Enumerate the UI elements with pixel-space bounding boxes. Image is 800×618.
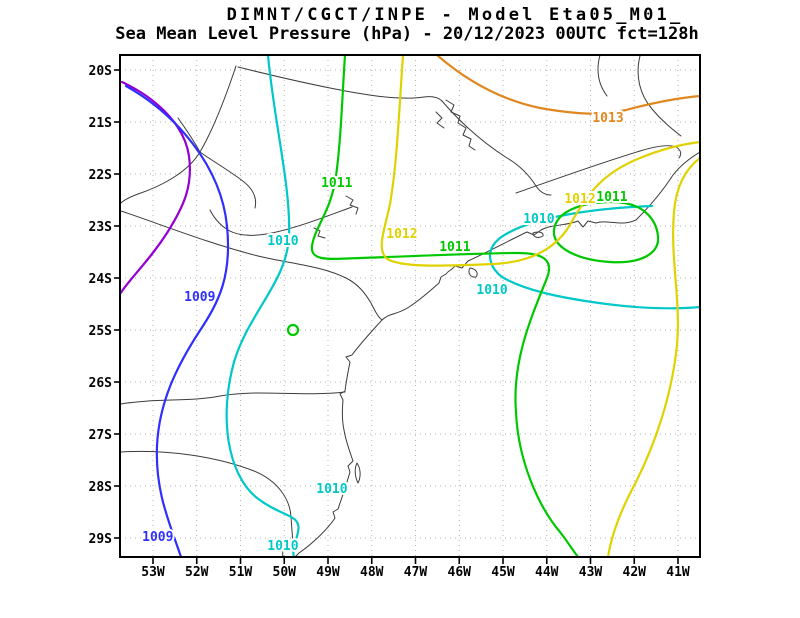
river-tributary-1 [199, 151, 257, 209]
border-pr-sc [120, 391, 346, 405]
lat-axis-label: 26S [89, 376, 113, 391]
lon-axis-label: 51W [229, 565, 253, 580]
lon-axis-label: 43W [579, 565, 603, 580]
isobar-1011-main [310, 55, 580, 557]
coastline [294, 151, 700, 557]
isobar-label-1010: 1010 [267, 234, 298, 249]
river-tiete [209, 206, 353, 236]
river-parana [120, 65, 237, 204]
reservoir-2 [435, 111, 445, 129]
isobar-label-1011: 1011 [596, 190, 627, 205]
isobar-1011-small-closed [286, 323, 300, 337]
isobar-label-1012: 1012 [564, 192, 595, 207]
lat-axis-label: 27S [89, 428, 113, 443]
chart-title-line2: Sea Mean Level Pressure (hPa) - 20/12/20… [115, 24, 698, 44]
border-sc-rs [120, 450, 295, 557]
lat-axis-label: 29S [89, 532, 113, 547]
axis-layer: 53W 52W 51W 50W 49W 48W 47W 46W 45W 44W 43W 42W 41W 2… [89, 64, 690, 580]
lat-axis-label: 28S [89, 480, 113, 495]
reservoir-3 [345, 195, 359, 215]
lon-axis-label: 45W [491, 565, 515, 580]
lon-axis-label: 47W [404, 565, 428, 580]
isobar-label-1012: 1012 [386, 227, 417, 242]
isobar-1010-east [489, 204, 700, 310]
contour-label-layer: 1009 1009 1010 1010 1010 1010 1010 1011 1011 1011… [140, 109, 630, 556]
lat-axis-label: 23S [89, 220, 113, 235]
lon-axis-label: 52W [185, 565, 209, 580]
lon-axis-label: 49W [316, 565, 340, 580]
isobar-layer [120, 55, 700, 557]
island-sao-sebastiao [468, 267, 478, 278]
lon-axis-label: 48W [360, 565, 384, 580]
basemap-layer [120, 55, 700, 557]
isobar-label-1011: 1011 [321, 176, 352, 191]
lon-axis-label: 44W [535, 565, 559, 580]
island-grande [532, 231, 544, 238]
lon-axis-label: 42W [623, 565, 647, 580]
isobar-label-1009: 1009 [184, 290, 215, 305]
isobar-label-1010: 1010 [267, 539, 298, 554]
lat-axis-label: 25S [89, 324, 113, 339]
lat-axis-label: 22S [89, 168, 113, 183]
lat-axis-label: 20S [89, 64, 113, 79]
lat-axis-label: 24S [89, 272, 113, 287]
isobar-1010-west [225, 55, 300, 557]
isobar-label-1013: 1013 [592, 111, 623, 126]
isobar-1009 [124, 84, 230, 557]
plot-frame [119, 54, 701, 558]
isobar-label-1011: 1011 [439, 240, 470, 255]
reservoir-furnas [445, 99, 476, 151]
isobar-1012-main [380, 55, 700, 267]
isobar-label-1010: 1010 [523, 212, 554, 227]
lagoon-line [282, 539, 287, 557]
river-paraiba [515, 145, 682, 194]
lon-axis-label: 46W [448, 565, 472, 580]
border-rio-grande [237, 66, 443, 102]
isobar-label-1009: 1009 [142, 530, 173, 545]
lon-axis-label: 50W [273, 565, 297, 580]
isobar-purple [120, 80, 191, 296]
isobar-1013 [435, 55, 700, 115]
river-tributary-2 [177, 117, 201, 153]
border-serra [441, 100, 552, 196]
border-paranapanema [120, 210, 383, 321]
island-santa-catarina [354, 462, 361, 484]
isobar-1012-east-arc [606, 156, 700, 557]
chart-title-line1: DIMNT/CGCT/INPE - Model Eta05_M01_ [227, 5, 684, 25]
isobar-label-1010: 1010 [476, 283, 507, 298]
lon-axis-label: 53W [141, 565, 165, 580]
isobar-label-1010: 1010 [316, 482, 347, 497]
isobar-1011-loop [552, 200, 660, 264]
river-mg-es-1 [637, 55, 682, 137]
river-mg-es-2 [597, 55, 608, 97]
lon-axis-label: 41W [666, 565, 690, 580]
lat-axis-label: 21S [89, 116, 113, 131]
